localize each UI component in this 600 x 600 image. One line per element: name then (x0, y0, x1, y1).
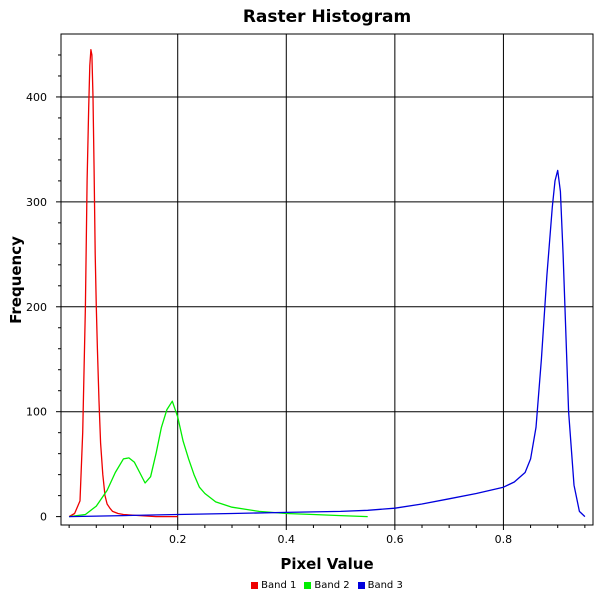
plot-area (61, 34, 593, 525)
legend-label: Band 1 (261, 580, 297, 591)
legend-swatch (251, 582, 259, 589)
legend-item-band-1[interactable]: Band 1 (251, 580, 296, 591)
legend-item-band-2[interactable]: Band 2 (304, 580, 350, 591)
y-tick-label: 400 (26, 91, 47, 104)
series-line-band-2 (69, 400, 368, 518)
x-tick-label: 0.8 (495, 533, 513, 546)
legend-label: Band 2 (314, 580, 350, 591)
y-tick-label: 300 (26, 196, 47, 209)
axis-ticks: 0.2 0.4 0.6 0.8 0 100 200 300 400 (26, 54, 586, 546)
legend-item-band-3[interactable]: Band 3 (357, 580, 403, 591)
x-tick-label: 0.6 (386, 533, 404, 546)
x-axis-label: Pixel Value (280, 555, 373, 573)
legend-swatch (357, 582, 365, 589)
series-line-band-1 (68, 49, 178, 518)
grid-lines (61, 34, 593, 525)
legend: Band 1 Band 2 Band 3 (0, 580, 600, 592)
plot-border (60, 33, 594, 526)
y-tick-label: 200 (26, 301, 47, 314)
y-axis-label: Frequency (7, 236, 25, 324)
x-tick-label: 0.2 (169, 533, 187, 546)
y-tick-label: 100 (26, 406, 47, 419)
series-line-band-3 (69, 169, 586, 518)
legend-swatch (304, 582, 312, 589)
chart-title: Raster Histogram (242, 7, 412, 27)
legend-label: Band 3 (367, 580, 403, 591)
x-tick-label: 0.4 (278, 533, 296, 546)
y-tick-label: 0 (40, 511, 47, 524)
series-lines (68, 49, 586, 518)
